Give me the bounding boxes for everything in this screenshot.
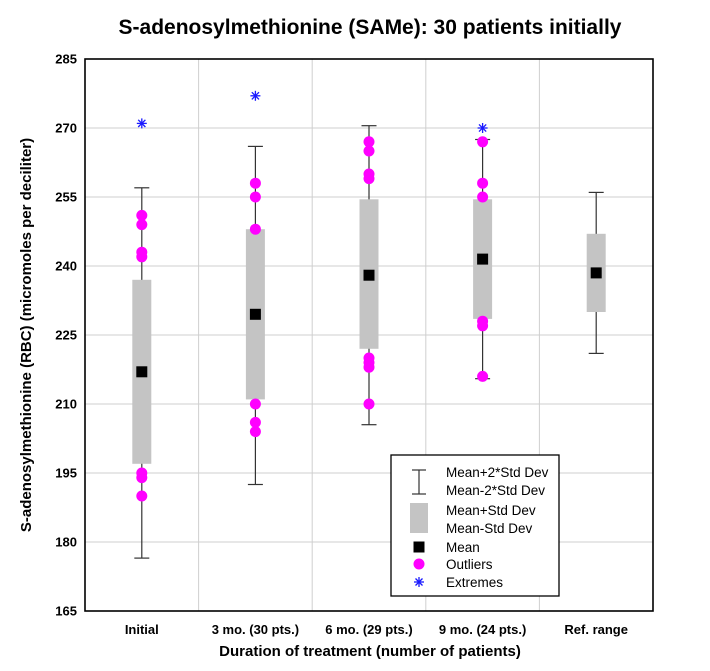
legend-label-extremes: Extremes: [446, 575, 503, 590]
legend-label-whisker-lower: Mean-2*Std Dev: [446, 483, 545, 498]
outlier-point-1-1: [249, 191, 261, 203]
legend-mean-marker: [413, 541, 425, 553]
legend-extreme-marker: [414, 577, 424, 587]
outlier-point-0-0: [136, 209, 148, 221]
legend: Mean+2*Std Dev Mean-2*Std Dev Mean+Std D…: [390, 454, 560, 597]
legend-label-box-lower: Mean-Std Dev: [446, 521, 533, 536]
outlier-point-2-3: [363, 173, 375, 185]
x-tick-labels: Initial 3 mo. (30 pts.) 6 mo. (29 pts.) 9 m…: [125, 622, 628, 637]
outlier-point-1-0: [249, 177, 261, 189]
legend-box-swatch: [410, 503, 428, 533]
outlier-point-0-5: [136, 472, 148, 484]
mean-marker-0: [136, 366, 148, 378]
x-tick-label-4: Ref. range: [564, 622, 628, 637]
outlier-point-0-1: [136, 219, 148, 231]
y-tick-label-5: 240: [55, 259, 77, 274]
x-tick-label-3: 9 mo. (24 pts.): [439, 622, 526, 637]
outlier-point-3-0: [477, 136, 489, 148]
x-tick-label-2: 6 mo. (29 pts.): [325, 622, 412, 637]
y-tick-label-2: 195: [55, 466, 77, 481]
y-tick-label-3: 210: [55, 397, 77, 412]
extreme-stroke-0-0-3: [137, 119, 146, 128]
chart-title: S-adenosylmethionine (SAMe): 30 patients…: [119, 16, 622, 39]
y-tick-label-4: 225: [55, 328, 77, 343]
outlier-point-0-3: [136, 251, 148, 263]
extreme-stroke-3-0-3: [478, 123, 487, 133]
extreme-point-0-0: [136, 118, 147, 129]
legend-outlier-marker: [413, 558, 425, 570]
outlier-point-3-2: [477, 191, 489, 203]
points: [136, 90, 602, 502]
y-tick-labels: 165 180 195 210 225 240 255 270 285: [55, 52, 77, 619]
outlier-point-2-0: [363, 136, 375, 148]
y-axis-label: S-adenosylmethionine (RBC) (micromoles p…: [18, 138, 35, 532]
legend-label-whisker-upper: Mean+2*Std Dev: [446, 465, 549, 480]
extreme-stroke-1-0-3: [251, 91, 260, 100]
x-tick-label-0: Initial: [125, 622, 159, 637]
extreme-point-3-0: [477, 123, 488, 133]
y-tick-label-8: 285: [55, 52, 77, 67]
outlier-point-2-7: [363, 398, 375, 410]
outlier-point-1-4: [249, 416, 261, 428]
mean-marker-4: [590, 267, 602, 279]
mean-marker-1: [249, 308, 261, 320]
y-tick-label-7: 270: [55, 121, 77, 136]
outlier-point-3-1: [477, 177, 489, 189]
outlier-point-2-6: [363, 361, 375, 373]
legend-label-outliers: Outliers: [446, 557, 493, 572]
outlier-point-1-5: [249, 426, 261, 438]
x-axis-label: Duration of treatment (number of patient…: [219, 643, 521, 660]
outlier-point-2-1: [363, 145, 375, 157]
y-tick-label-1: 180: [55, 535, 77, 550]
mean-marker-2: [363, 269, 375, 281]
legend-label-box-upper: Mean+Std Dev: [446, 503, 536, 518]
mean-marker-3: [477, 253, 489, 265]
outlier-point-3-5: [477, 370, 489, 382]
outlier-point-0-6: [136, 490, 148, 502]
y-tick-label-6: 255: [55, 190, 77, 205]
legend-label-mean: Mean: [446, 540, 480, 555]
extreme-point-1-0: [250, 90, 261, 101]
y-tick-label-0: 165: [55, 604, 77, 619]
outlier-point-1-3: [249, 398, 261, 410]
outlier-point-1-2: [249, 223, 261, 235]
plot-frame: [84, 58, 654, 612]
outlier-point-3-4: [477, 320, 489, 332]
x-tick-label-1: 3 mo. (30 pts.): [212, 622, 299, 637]
